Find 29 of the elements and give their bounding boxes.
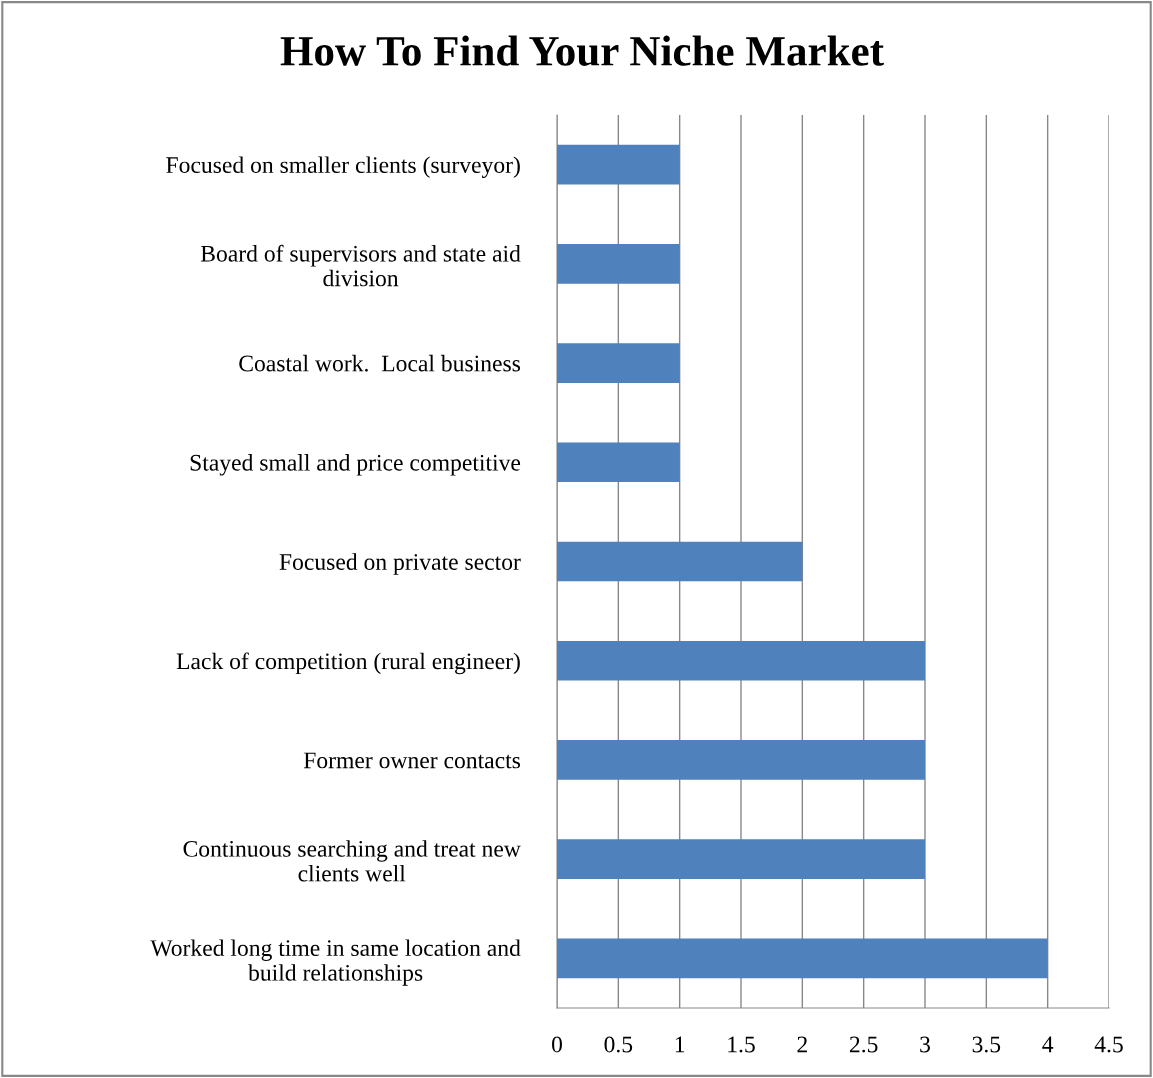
x-tick-label: 1	[675, 1036, 685, 1053]
x-tick-label: 4.5	[1094, 1036, 1123, 1053]
y-tick-label: Board of supervisors and state aid division	[200, 244, 521, 287]
bar	[557, 740, 925, 780]
x-tick-label: 3	[920, 1036, 930, 1053]
bar	[557, 243, 680, 284]
bar	[557, 938, 1048, 979]
y-tick-label: Focused on smaller clients (surveyor)	[166, 156, 520, 178]
y-tick-label: Stayed small and price competitive	[190, 454, 521, 476]
y-tick-label: Coastal work. Local business	[239, 354, 521, 372]
x-tick-label: 3.5	[972, 1036, 1001, 1053]
bar	[557, 541, 803, 582]
y-tick-label: Lack of competition (rural engineer)	[176, 652, 520, 675]
bar	[557, 144, 680, 185]
bar	[557, 839, 925, 880]
y-tick-label: Worked long time in same location and build relationships	[150, 939, 521, 986]
bar	[557, 343, 680, 383]
y-tick-label: Focused on private sector	[279, 553, 521, 575]
x-tick-label: 1.5	[728, 1036, 755, 1053]
x-tick-label: 2.5	[849, 1036, 878, 1053]
bar	[557, 442, 680, 483]
y-tick-label: Former owner contacts	[303, 752, 521, 769]
x-tick-label: 2	[797, 1036, 807, 1053]
x-tick-label: 4	[1042, 1036, 1054, 1053]
y-tick-label: Continuous searching and treat new clients well	[183, 840, 521, 882]
x-tick-label: 0	[552, 1036, 562, 1053]
x-tick-label: 0.5	[604, 1036, 633, 1053]
bar	[557, 640, 925, 681]
chart-title: How To Find Your Niche Market	[280, 35, 884, 66]
